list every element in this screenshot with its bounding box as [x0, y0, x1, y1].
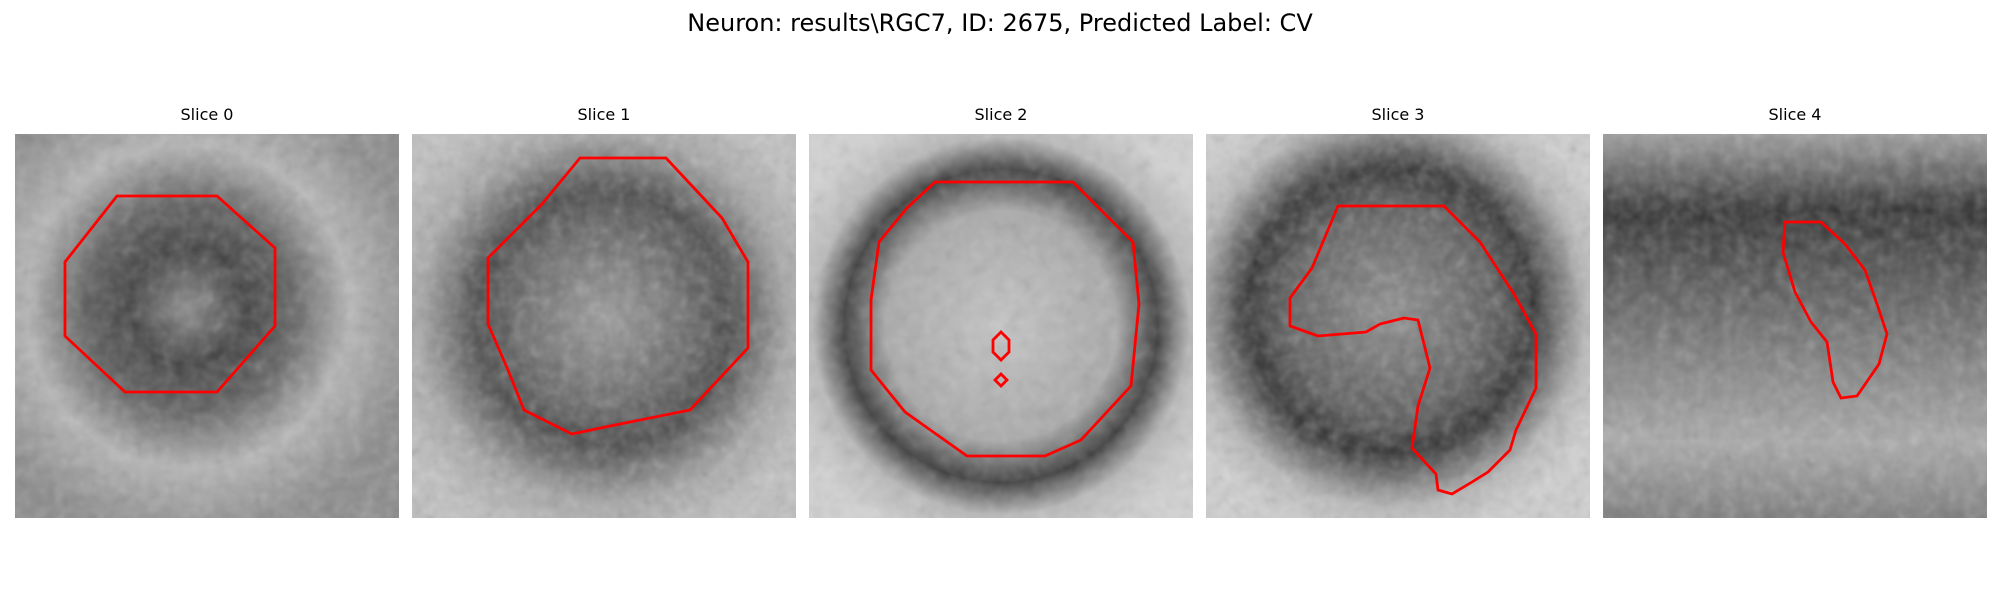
slice-image-3	[1206, 134, 1590, 518]
slice-image-4	[1603, 134, 1987, 518]
slice-panel-3: Slice 3	[1206, 105, 1590, 518]
contour-2-small-bottom	[993, 372, 1009, 388]
slice-panel-0: Slice 0	[15, 105, 399, 518]
slice-title-0: Slice 0	[180, 105, 234, 124]
slice-image-2	[809, 134, 1193, 518]
slice-noise-0	[15, 134, 399, 518]
figure-title: Neuron: results\RGC7, ID: 2675, Predicte…	[687, 9, 1313, 37]
slice-panel-1: Slice 1	[412, 105, 796, 518]
slice-title-3: Slice 3	[1371, 105, 1425, 124]
contour-2	[869, 180, 1141, 458]
slice-image-0	[15, 134, 399, 518]
slice-panel-4: Slice 4	[1603, 105, 1987, 518]
contour-1	[486, 156, 750, 436]
slice-panel-2: Slice 2	[809, 105, 1193, 518]
contour-2-small-top	[991, 330, 1011, 362]
slice-title-1: Slice 1	[577, 105, 631, 124]
slice-title-4: Slice 4	[1768, 105, 1822, 124]
contour-0	[63, 194, 277, 394]
slice-noise-1	[412, 134, 796, 518]
slice-noise-2	[809, 134, 1193, 518]
contour-3	[1288, 204, 1538, 496]
slice-title-2: Slice 2	[974, 105, 1028, 124]
slice-image-1	[412, 134, 796, 518]
contour-4	[1781, 220, 1889, 400]
slice-noise-3	[1206, 134, 1590, 518]
slice-noise-4	[1603, 134, 1987, 518]
